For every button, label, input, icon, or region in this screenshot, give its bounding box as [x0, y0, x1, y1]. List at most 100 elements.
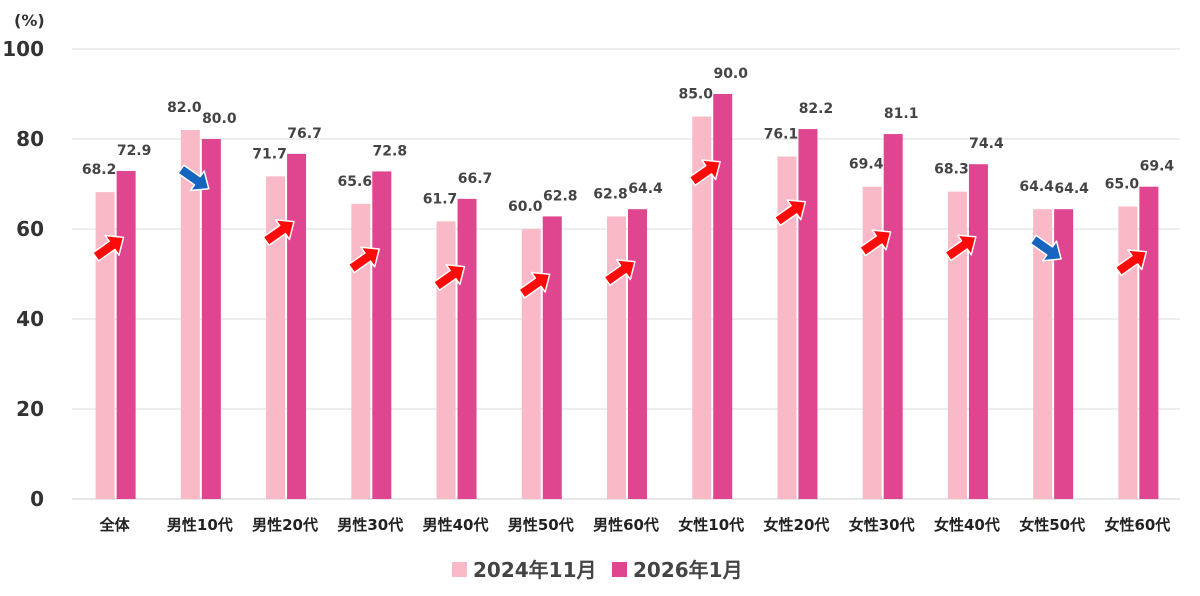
data-label-2024-11: 68.2	[82, 162, 117, 178]
trend-up-arrow-icon	[347, 246, 380, 274]
trend-up-arrow-icon	[773, 199, 807, 227]
x-tick-label: 男性30代	[337, 516, 403, 534]
data-label-2026-01: 81.1	[884, 106, 919, 122]
arrow-shape	[518, 271, 551, 299]
bar-2026-01	[628, 209, 647, 499]
bar-2024-11	[351, 203, 371, 500]
bar-2026-01	[542, 216, 562, 499]
data-label-2026-01: 72.8	[373, 143, 408, 159]
x-tick-label: 女性50代	[1019, 516, 1085, 534]
data-label-2026-01: 80.0	[202, 111, 237, 127]
bar-2026-01	[1139, 186, 1159, 499]
data-label-2026-01: 90.0	[713, 66, 748, 82]
bar-2024-11	[436, 221, 456, 499]
trend-down-arrow-icon	[177, 164, 210, 192]
legend-swatch	[612, 562, 627, 577]
data-label-2026-01: 62.8	[543, 188, 578, 204]
arrow-shape	[1114, 249, 1148, 277]
data-label-2024-11: 85.0	[678, 87, 713, 103]
bars	[95, 94, 1159, 500]
y-tick-label: 60	[16, 217, 44, 241]
y-tick-label: 20	[16, 397, 44, 421]
arrow-shape	[859, 229, 892, 257]
y-unit-label: (%)	[14, 11, 45, 30]
bar-2024-11	[1033, 209, 1053, 499]
x-tick-label: 男性10代	[167, 516, 233, 534]
bar-2024-11	[692, 116, 712, 499]
legend-label: 2024年11月	[473, 558, 597, 582]
bar-2024-11	[607, 216, 626, 499]
data-label-2024-11: 60.0	[508, 199, 543, 215]
trend-up-arrow-icon	[688, 159, 721, 187]
x-tick-label: 男性40代	[423, 516, 489, 534]
x-tick-label: 男性50代	[508, 516, 574, 534]
trend-down-arrow-icon	[1029, 234, 1062, 262]
trend-up-arrow-icon	[603, 259, 636, 286]
bar-2026-01	[1054, 209, 1074, 499]
bar-2026-01	[883, 134, 903, 500]
bar-2024-11	[180, 130, 200, 499]
data-label-2024-11: 82.0	[167, 100, 202, 116]
trend-up-arrow-icon	[1114, 249, 1148, 277]
data-label-2026-01: 72.9	[117, 143, 152, 159]
bar-2024-11	[862, 186, 882, 499]
trend-up-arrow-icon	[944, 234, 977, 262]
trend-up-arrow-icon	[262, 219, 295, 246]
arrow-shape	[603, 259, 636, 286]
data-label-2024-11: 64.4	[1019, 179, 1054, 195]
y-tick-label: 0	[30, 487, 44, 511]
arrow-shape	[688, 159, 721, 187]
arrow-shape	[432, 264, 466, 291]
data-labels: 68.272.9 82.080.0 71.776.7 65.672.8 61.766.7…	[82, 66, 1175, 215]
trend-arrows	[92, 159, 1148, 299]
bar-2024-11	[266, 176, 286, 499]
y-tick-label: 40	[16, 307, 44, 331]
data-label-2026-01: 64.4	[1054, 181, 1089, 197]
x-tick-label: 全体	[99, 516, 131, 534]
legend: 2024年11月 2026年1月	[452, 558, 743, 582]
bar-2024-11	[95, 192, 115, 499]
data-label-2024-11: 69.4	[849, 157, 884, 173]
y-tick-label: 100	[2, 37, 44, 61]
data-label-2024-11: 71.7	[252, 146, 287, 162]
trend-up-arrow-icon	[518, 271, 551, 299]
arrow-shape	[773, 199, 807, 227]
bar-2026-01	[713, 94, 733, 499]
bar-2024-11	[947, 191, 967, 499]
trend-up-arrow-icon	[859, 229, 892, 257]
arrow-shape	[262, 219, 295, 246]
bar-2024-11	[1118, 206, 1138, 499]
data-label-2026-01: 76.7	[287, 126, 322, 142]
arrow-shape	[1029, 234, 1062, 262]
x-axis: 全体 男性10代 男性20代 男性30代 男性40代 男性50代 男性60代 女性10代 女性2…	[99, 516, 1171, 534]
data-label-2026-01: 66.7	[458, 171, 493, 187]
data-label-2024-11: 76.1	[764, 127, 799, 143]
data-label-2026-01: 82.2	[799, 101, 834, 117]
data-label-2024-11: 65.6	[338, 174, 373, 190]
bar-2026-01	[457, 198, 477, 499]
data-label-2026-01: 64.4	[628, 181, 663, 197]
x-tick-label: 女性10代	[678, 516, 744, 534]
trend-up-arrow-icon	[432, 264, 466, 291]
x-tick-label: 男性60代	[593, 516, 659, 534]
x-tick-label: 女性30代	[849, 516, 915, 534]
data-label-2024-11: 62.8	[593, 186, 628, 202]
arrow-shape	[177, 164, 210, 192]
bar-2026-01	[968, 164, 988, 499]
bar-2024-11	[521, 229, 541, 499]
x-tick-label: 女性60代	[1104, 516, 1170, 534]
y-axis: 0 20 40 60 80 100	[2, 37, 44, 511]
arrow-shape	[347, 246, 380, 274]
bar-2026-01	[798, 129, 818, 499]
data-label-2026-01: 69.4	[1140, 159, 1175, 175]
bar-2026-01	[372, 171, 392, 499]
arrow-shape	[944, 234, 977, 262]
legend-label: 2026年1月	[633, 558, 743, 582]
arrow-shape	[92, 234, 125, 262]
bar-2026-01	[116, 170, 136, 499]
x-tick-label: 女性40代	[934, 516, 1000, 534]
data-label-2024-11: 61.7	[423, 191, 458, 207]
legend-swatch	[452, 562, 467, 577]
trend-up-arrow-icon	[92, 234, 125, 262]
